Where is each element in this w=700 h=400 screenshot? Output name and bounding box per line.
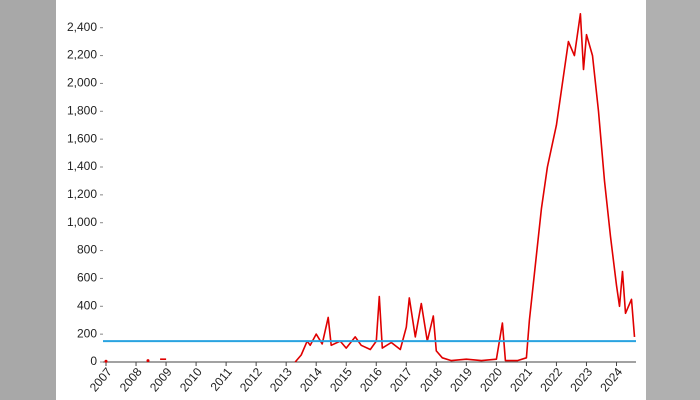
y-tick-label: 1,000 [67,215,97,229]
x-tick-label: 2011 [208,365,236,394]
y-tick-label: 2,400 [67,20,97,34]
y-tick-label: 400 [77,298,97,312]
side-band [646,0,700,400]
y-tick-label: 2,200 [67,48,97,62]
x-tick-label: 2013 [267,365,295,395]
x-tick-label: 2024 [597,365,625,395]
y-tick-label: 1,400 [67,159,97,173]
y-tick-label: 1,800 [67,103,97,117]
x-tick-label: 2015 [327,365,355,395]
x-tick-label: 2023 [567,365,595,395]
x-tick-label: 2010 [177,365,205,395]
y-tick-label: 800 [77,243,97,257]
x-tick-label: 2017 [387,365,415,395]
y-tick-label: 1,200 [67,187,97,201]
x-tick-label: 2016 [357,365,385,395]
x-tick-label: 2012 [237,365,265,395]
line-point [146,359,150,363]
y-tick-label: 1,600 [67,131,97,145]
x-tick-label: 2007 [87,365,115,395]
line-series [294,13,636,363]
x-tick-label: 2014 [297,365,325,395]
x-tick-label: 2021 [507,365,535,395]
x-tick-label: 2018 [417,365,445,395]
y-tick-label: 2,000 [67,76,97,90]
x-tick-label: 2022 [537,365,565,395]
y-tick-label: 200 [77,326,97,340]
y-tick-label: 600 [77,271,97,285]
x-tick-label: 2009 [147,365,175,395]
x-tick-label: 2008 [117,365,145,395]
x-tick-label: 2020 [477,365,505,395]
x-tick-label: 2019 [447,365,475,395]
line-point [104,359,108,363]
side-band [0,0,56,400]
y-tick-label: 0 [90,354,97,368]
